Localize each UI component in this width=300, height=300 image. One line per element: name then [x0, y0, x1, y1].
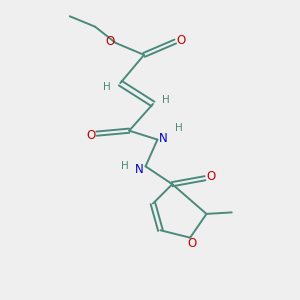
Text: H: H	[163, 95, 170, 105]
Text: H: H	[175, 123, 183, 133]
Text: N: N	[135, 163, 144, 176]
Text: H: H	[121, 161, 129, 171]
Text: O: O	[206, 170, 216, 183]
Text: N: N	[159, 132, 168, 145]
Text: O: O	[187, 237, 196, 250]
Text: O: O	[176, 34, 185, 46]
Text: O: O	[86, 129, 95, 142]
Text: H: H	[103, 82, 111, 92]
Text: O: O	[106, 35, 115, 48]
